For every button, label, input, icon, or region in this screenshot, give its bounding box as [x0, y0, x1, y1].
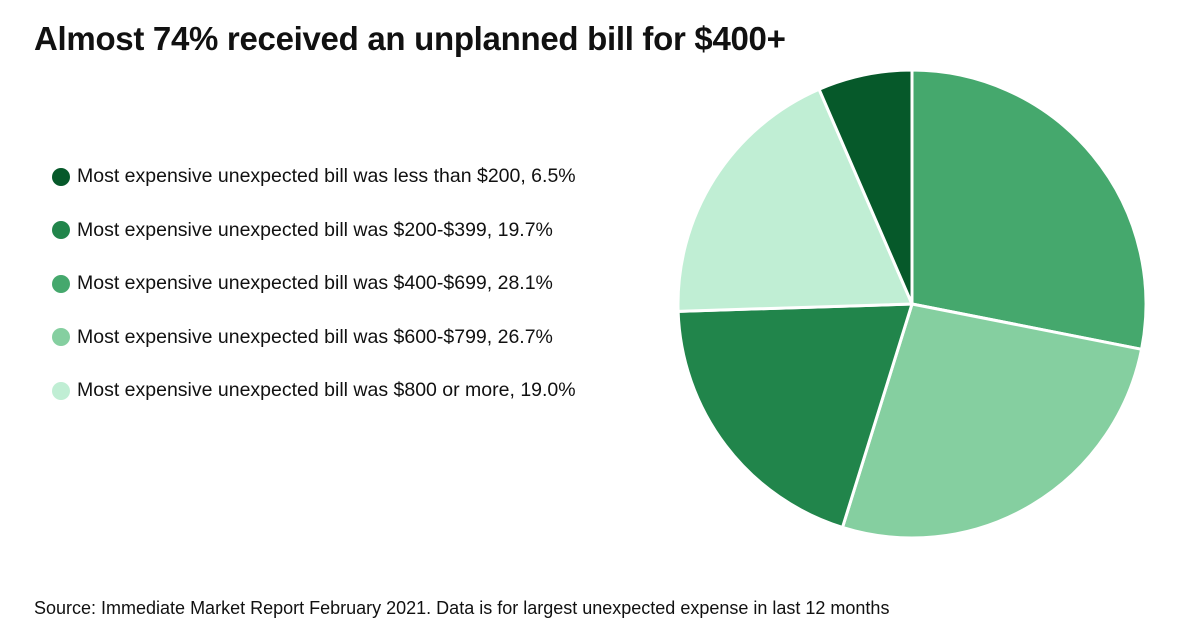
pie-slice [840, 302, 1144, 540]
legend-item: Most expensive unexpected bill was $600-… [52, 311, 576, 365]
legend-label: Most expensive unexpected bill was $800 … [77, 379, 576, 402]
chart-legend: Most expensive unexpected bill was less … [52, 150, 576, 418]
legend-swatch [52, 328, 70, 347]
legend-label: Most expensive unexpected bill was less … [77, 165, 576, 188]
pie-slice [910, 68, 1148, 351]
legend-swatch [52, 274, 70, 293]
pie-chart [676, 68, 1148, 540]
legend-item: Most expensive unexpected bill was $800 … [52, 364, 576, 418]
legend-item: Most expensive unexpected bill was less … [52, 150, 576, 204]
legend-swatch [52, 381, 70, 400]
legend-item: Most expensive unexpected bill was $200-… [52, 204, 576, 258]
legend-label: Most expensive unexpected bill was $400-… [77, 272, 553, 295]
legend-item: Most expensive unexpected bill was $400-… [52, 257, 576, 311]
legend-label: Most expensive unexpected bill was $600-… [77, 325, 553, 348]
pie-slice [817, 68, 914, 306]
pie-slice [676, 87, 914, 313]
pie-slice [676, 302, 914, 529]
chart-title: Almost 74% received an unplanned bill fo… [34, 20, 786, 57]
legend-swatch [52, 221, 70, 240]
source-note: Source: Immediate Market Report February… [34, 598, 890, 618]
legend-swatch [52, 167, 70, 186]
legend-label: Most expensive unexpected bill was $200-… [77, 218, 553, 241]
